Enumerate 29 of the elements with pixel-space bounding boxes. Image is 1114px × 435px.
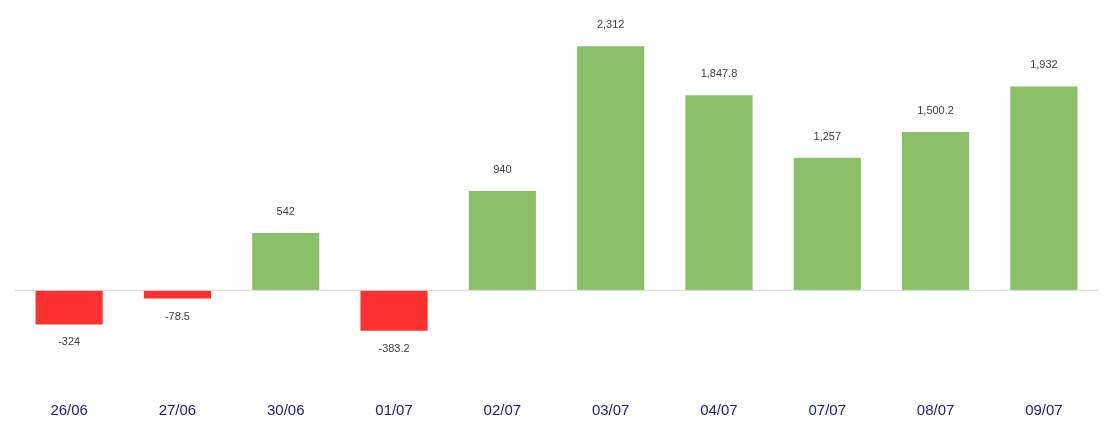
bar bbox=[35, 290, 103, 325]
x-tick-label: 02/07 bbox=[483, 401, 522, 419]
x-tick-label: 01/07 bbox=[375, 401, 413, 419]
x-tick-label: 08/07 bbox=[916, 401, 955, 419]
bar bbox=[360, 290, 428, 331]
data-label: -383.2 bbox=[378, 341, 410, 354]
bar bbox=[577, 46, 645, 291]
data-label: 1,500.2 bbox=[917, 104, 954, 117]
x-tick-label: 04/07 bbox=[700, 401, 738, 419]
x-tick-label: 03/07 bbox=[591, 401, 630, 419]
data-label: -78.5 bbox=[164, 309, 190, 322]
data-label: 2,312 bbox=[596, 18, 625, 31]
bar bbox=[793, 157, 861, 291]
bar bbox=[468, 191, 536, 291]
x-tick-label: 07/07 bbox=[808, 401, 846, 419]
data-label: 1,257 bbox=[813, 129, 841, 142]
data-label: 1,847.8 bbox=[700, 67, 738, 80]
x-tick-label: 09/07 bbox=[1025, 401, 1063, 419]
bar bbox=[252, 233, 320, 291]
x-tick-label: 30/06 bbox=[267, 401, 305, 419]
data-label: -324 bbox=[58, 335, 81, 348]
x-tick-label: 26/06 bbox=[50, 401, 88, 419]
bar bbox=[685, 95, 753, 291]
bar bbox=[902, 131, 970, 291]
data-label: 1,932 bbox=[1030, 58, 1058, 71]
x-tick-label: 27/06 bbox=[158, 401, 197, 419]
data-label: 940 bbox=[493, 163, 512, 176]
bar bbox=[1010, 86, 1078, 291]
data-label: 542 bbox=[276, 205, 295, 218]
